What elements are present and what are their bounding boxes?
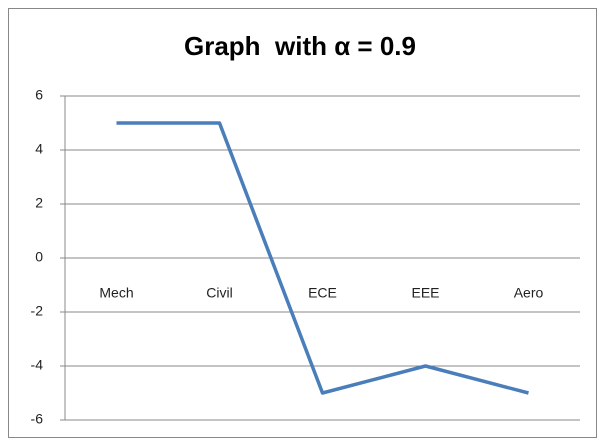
data-line bbox=[116, 121, 529, 395]
chart-frame bbox=[8, 8, 597, 438]
y-tick-label: -2 bbox=[31, 303, 44, 319]
y-tick-label: -4 bbox=[31, 357, 44, 373]
x-tick-label: Civil bbox=[206, 285, 232, 301]
x-tick-label: Mech bbox=[99, 285, 133, 301]
chart-title: Graph with α = 0.9 bbox=[184, 31, 416, 61]
y-tick-label: -6 bbox=[31, 411, 44, 427]
y-tick-label: 6 bbox=[35, 87, 43, 103]
x-tick-label: EEE bbox=[411, 285, 439, 301]
y-tick-label: 2 bbox=[35, 195, 43, 211]
y-tick-label: 4 bbox=[35, 141, 43, 157]
x-tick-label: Aero bbox=[514, 285, 544, 301]
x-tick-label: ECE bbox=[308, 285, 337, 301]
y-tick-label: 0 bbox=[35, 249, 43, 265]
